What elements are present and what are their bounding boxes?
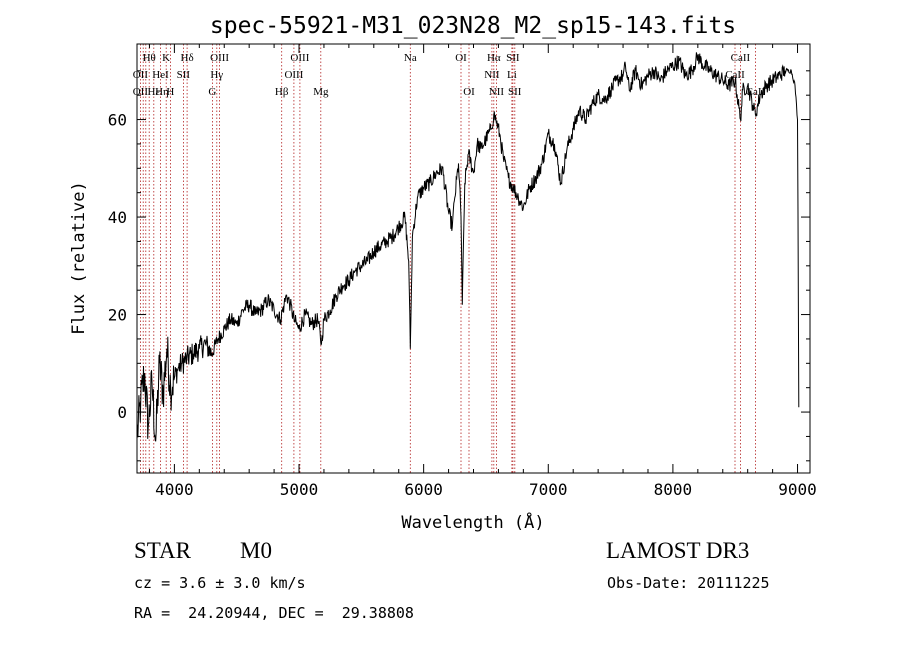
line-label: Na <box>404 52 417 64</box>
line-label: Hβ <box>275 86 289 98</box>
line-label: H <box>166 86 174 98</box>
y-tick-label: 0 <box>117 403 127 422</box>
x-tick-label: 4000 <box>155 480 194 499</box>
line-label: OIII <box>210 52 229 64</box>
line-label: Hγ <box>210 69 223 81</box>
line-label: Hη <box>155 86 169 98</box>
y-tick-label: 20 <box>108 306 127 325</box>
line-label: SII <box>506 52 520 64</box>
obs-date-label: Obs-Date: 20111225 <box>607 574 770 592</box>
line-label: CaII <box>731 52 751 64</box>
axis-ticks: 4000 5000 6000 7000 8000 9000 0 20 40 60 <box>108 44 817 499</box>
line-label: OI <box>463 86 475 98</box>
line-label: Mg <box>313 86 329 98</box>
line-label: Hε <box>148 86 161 98</box>
line-label: SII <box>508 86 522 98</box>
chart-title: spec-55921-M31_023N28_M2_sp15-143.fits <box>210 13 736 39</box>
line-label: OII <box>133 86 149 98</box>
redshift-label: cz = 3.6 ± 3.0 km/s <box>134 574 306 592</box>
survey-label: LAMOST DR3 <box>606 538 750 563</box>
line-label: Hα <box>487 52 501 64</box>
line-label: OIII <box>284 69 303 81</box>
line-label: OIII <box>290 52 309 64</box>
line-label: NII <box>489 86 505 98</box>
series-layer <box>136 52 800 442</box>
line-label: CaII <box>746 86 766 98</box>
coordinates-label: RA = 24.20944, DEC = 29.38808 <box>134 604 414 622</box>
x-tick-label: 9000 <box>778 480 817 499</box>
spectrum-line <box>136 52 800 442</box>
emission-line-markers <box>139 44 756 473</box>
line-label: NII <box>484 69 500 81</box>
x-tick-label: 7000 <box>529 480 568 499</box>
class-label: STAR <box>134 538 191 563</box>
line-labels: Hθ K Hδ OIII OIII OI Hα SII CaII OII HeI SII Hγ OIII N… <box>133 52 766 98</box>
line-label: Li <box>507 69 517 81</box>
y-tick-label: 60 <box>108 111 127 130</box>
x-tick-label: 5000 <box>280 480 319 499</box>
y-tick-label: 40 <box>108 208 127 227</box>
line-label: Hδ <box>181 52 194 64</box>
x-tick-label: 6000 <box>404 480 443 499</box>
x-tick-label: 8000 <box>654 480 693 499</box>
line-label: CaII <box>725 69 745 81</box>
line-label: OI <box>455 52 467 64</box>
line-label: SII <box>177 69 191 81</box>
line-label: G <box>208 86 216 98</box>
subclass-label: M0 <box>240 538 272 563</box>
line-label: OII <box>133 69 149 81</box>
line-label: Hθ <box>143 52 156 64</box>
plot-frame <box>136 43 811 474</box>
line-label: K <box>162 52 170 64</box>
x-axis-label: Wavelength (Å) <box>401 511 544 533</box>
y-axis-label: Flux (relative) <box>69 181 89 335</box>
line-label: HeI <box>152 69 169 81</box>
